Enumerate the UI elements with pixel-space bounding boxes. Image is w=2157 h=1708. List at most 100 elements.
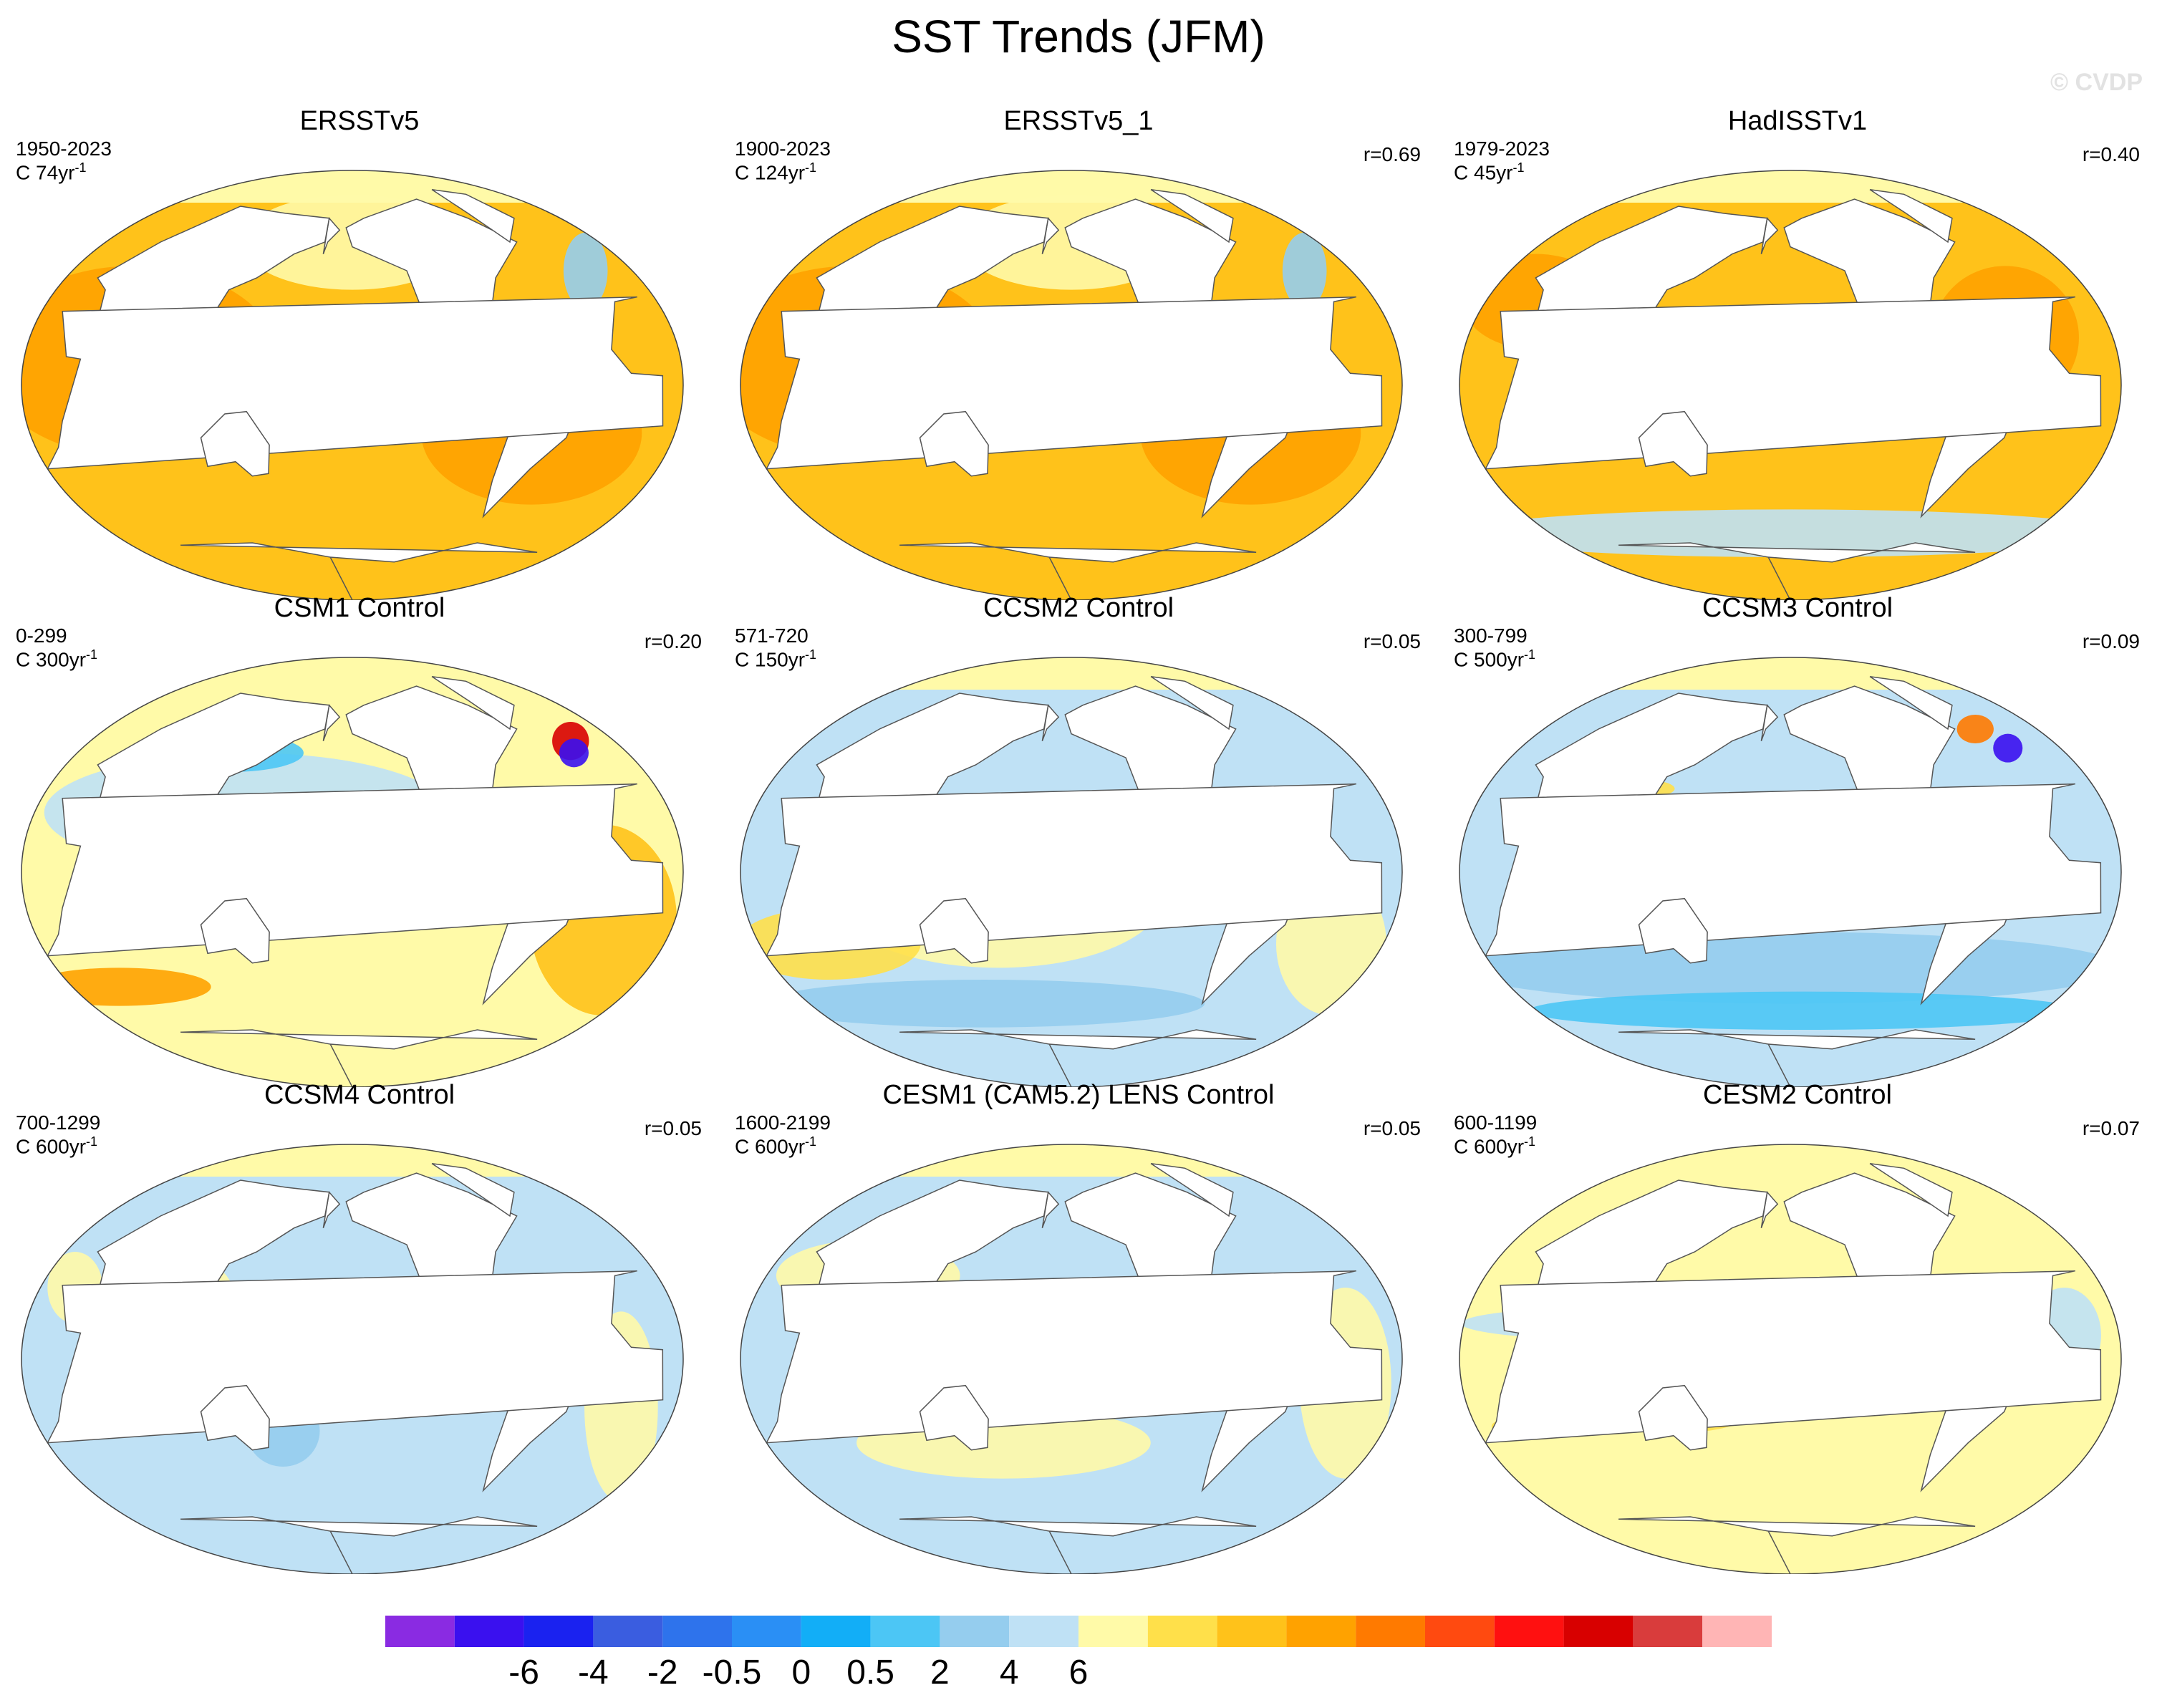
sst-trend-map bbox=[21, 1144, 684, 1574]
colorbar-swatch bbox=[870, 1616, 940, 1647]
arctic-band bbox=[21, 1144, 683, 1177]
colorbar bbox=[385, 1616, 1772, 1647]
trend-prefix: C bbox=[735, 648, 755, 671]
map-outline bbox=[21, 1144, 684, 1574]
trend-prefix: C bbox=[1454, 1135, 1474, 1158]
panel-year-range: 700-1299 bbox=[16, 1111, 101, 1134]
trend-value: 74 bbox=[36, 161, 59, 184]
colorbar-swatch bbox=[1286, 1616, 1356, 1647]
landmass-antarctica bbox=[899, 1029, 1257, 1087]
landmass-greenland bbox=[1150, 1162, 1234, 1217]
colorbar-swatch bbox=[1425, 1616, 1495, 1647]
trend-anomaly bbox=[763, 980, 1205, 1028]
landmass-antarctica bbox=[1618, 1516, 1976, 1574]
map-panel: ERSSTv5_1 1900-2023 C 124yr-1 r=0.69 bbox=[720, 106, 1437, 600]
panel-year-range: 0-299 bbox=[16, 624, 67, 647]
sst-trend-map bbox=[740, 170, 1403, 600]
trend-exponent: -1 bbox=[805, 647, 817, 662]
map-outline bbox=[740, 657, 1403, 1087]
arctic-band bbox=[1459, 1144, 2121, 1177]
map-panel: CESM1 (CAM5.2) LENS Control 1600-2199 C 60… bbox=[720, 1080, 1437, 1574]
landmass-australia bbox=[1638, 410, 1708, 477]
trend-value: 600 bbox=[755, 1135, 788, 1158]
trend-value: 500 bbox=[1474, 648, 1507, 671]
panel-trend-scale: C 600yr-1 bbox=[735, 1134, 816, 1158]
arctic-band bbox=[740, 1144, 1402, 1177]
panel-year-range: 1900-2023 bbox=[735, 137, 831, 160]
map-outline bbox=[740, 170, 1403, 600]
map-outline bbox=[1459, 657, 2122, 1087]
colorbar-label: 0.5 bbox=[846, 1654, 894, 1692]
colorbar-label: 6 bbox=[1068, 1654, 1089, 1692]
sst-trend-map bbox=[1459, 657, 2122, 1087]
colorbar-swatch bbox=[1356, 1616, 1425, 1647]
trend-anomaly bbox=[563, 232, 608, 309]
map-panel: HadISSTv1 1979-2023 C 45yr-1 r=0.40 bbox=[1439, 106, 2156, 600]
trend-exponent: -1 bbox=[1524, 1134, 1536, 1149]
panel-title: ERSSTv5 bbox=[299, 106, 420, 136]
landmass-antarctica bbox=[899, 542, 1257, 600]
landmass-antarctica bbox=[899, 1516, 1257, 1574]
sst-trend-map bbox=[740, 657, 1403, 1087]
colorbar-label: 2 bbox=[930, 1654, 950, 1692]
landmass-africa bbox=[47, 1270, 664, 1444]
landmass-australia bbox=[919, 1384, 989, 1451]
colorbar-label: -0.5 bbox=[702, 1654, 762, 1692]
landmass-antarctica bbox=[180, 542, 538, 600]
trend-value: 45 bbox=[1474, 161, 1497, 184]
watermark: © CVDP bbox=[2050, 69, 2143, 96]
map-outline bbox=[21, 657, 684, 1087]
colorbar-swatch bbox=[593, 1616, 663, 1647]
map-panel: CESM2 Control 600-1199 C 600yr-1 r=0.07 bbox=[1439, 1080, 2156, 1574]
trend-anomaly bbox=[1282, 232, 1327, 309]
landmass-australia bbox=[200, 897, 270, 964]
colorbar-swatch bbox=[523, 1616, 594, 1647]
trend-units: yr bbox=[1496, 161, 1513, 184]
map-panel: CCSM3 Control 300-799 C 500yr-1 r=0.09 bbox=[1439, 593, 2156, 1087]
trend-anomaly bbox=[1993, 733, 2023, 763]
map-panel: CCSM4 Control 700-1299 C 600yr-1 r=0.05 bbox=[1, 1080, 718, 1574]
trend-prefix: C bbox=[735, 161, 755, 184]
panel-trend-scale: C 124yr-1 bbox=[735, 160, 816, 184]
colorbar-swatch bbox=[1009, 1616, 1078, 1647]
colorbar-swatch bbox=[662, 1616, 732, 1647]
trend-units: yr bbox=[69, 648, 87, 671]
colorbar-swatch bbox=[940, 1616, 1010, 1647]
panel-title: CESM2 Control bbox=[1703, 1080, 1892, 1110]
panel-correlation: r=0.05 bbox=[644, 1117, 702, 1139]
trend-exponent: -1 bbox=[805, 1134, 817, 1149]
panel-year-range: 300-799 bbox=[1454, 624, 1528, 647]
trend-units: yr bbox=[58, 161, 75, 184]
panel-correlation: r=0.20 bbox=[644, 630, 702, 652]
arctic-band bbox=[1459, 657, 2121, 690]
colorbar-swatch bbox=[1217, 1616, 1287, 1647]
map-outline bbox=[21, 170, 684, 600]
map-outline bbox=[1459, 170, 2122, 600]
panel-correlation: r=0.05 bbox=[1363, 630, 1421, 652]
landmass-greenland bbox=[1150, 188, 1234, 243]
trend-value: 150 bbox=[755, 648, 788, 671]
colorbar-label: 4 bbox=[999, 1654, 1019, 1692]
colorbar-swatch bbox=[1494, 1616, 1564, 1647]
trend-value: 300 bbox=[36, 648, 69, 671]
trend-exponent: -1 bbox=[86, 647, 98, 662]
trend-prefix: C bbox=[735, 1135, 755, 1158]
panel-title: CCSM3 Control bbox=[1702, 593, 1893, 623]
panel-trend-scale: C 600yr-1 bbox=[16, 1134, 97, 1158]
trend-units: yr bbox=[788, 648, 806, 671]
trend-prefix: C bbox=[16, 648, 36, 671]
trend-value: 600 bbox=[1474, 1135, 1507, 1158]
panel-title: ERSSTv5_1 bbox=[1003, 106, 1154, 136]
landmass-greenland bbox=[1869, 188, 1953, 243]
panel-trend-scale: C 300yr-1 bbox=[16, 647, 97, 671]
panel-title: CSM1 Control bbox=[274, 593, 445, 623]
colorbar-label: -4 bbox=[578, 1654, 609, 1692]
landmass-greenland bbox=[1150, 675, 1234, 730]
panel-title: HadISSTv1 bbox=[1727, 106, 1868, 136]
landmass-africa bbox=[766, 296, 1383, 470]
landmass-africa bbox=[47, 783, 664, 957]
trend-value: 124 bbox=[755, 161, 788, 184]
map-outline bbox=[1459, 1144, 2122, 1574]
panel-trend-scale: C 500yr-1 bbox=[1454, 647, 1535, 671]
arctic-band bbox=[740, 657, 1402, 690]
